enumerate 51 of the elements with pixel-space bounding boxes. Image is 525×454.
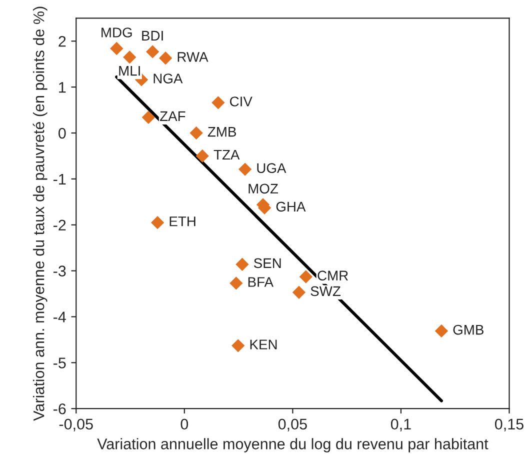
point	[146, 45, 160, 58]
point	[190, 126, 203, 140]
y-tick-label: -5	[54, 358, 66, 368]
data-label: NGA	[154, 74, 183, 84]
y-tick-label: 2	[58, 36, 66, 47]
data-label: MOZ	[248, 184, 278, 194]
data-label: RWA	[178, 52, 208, 62]
y-tick-label: -4	[54, 312, 66, 322]
point	[292, 286, 306, 299]
point	[299, 270, 312, 284]
data-label: ETH	[170, 216, 196, 226]
y-tick-label: -2	[54, 220, 66, 230]
data-label: BDI	[142, 30, 163, 40]
y-tick-label: -3	[54, 266, 66, 276]
point	[142, 110, 156, 124]
point	[434, 324, 448, 338]
point	[196, 149, 209, 163]
y-axis-title: Variation ann. moyenne du taux de pauvreté (en points de %)	[32, 6, 48, 421]
data-label: SWZ	[310, 286, 340, 296]
x-axis-title: Variation annuelle moyenne du log du revenu par habitant	[97, 438, 488, 452]
point	[158, 52, 172, 65]
data-label: CIV	[230, 96, 252, 106]
x-tick-label: 0,15	[494, 418, 524, 432]
data-label: MDG	[102, 28, 132, 38]
point	[236, 258, 249, 271]
data-label: CMR	[318, 270, 348, 280]
data-label: UGA	[257, 163, 286, 174]
y-tick-label: 1	[59, 82, 66, 93]
point	[238, 162, 252, 176]
data-label: SEN	[254, 258, 281, 268]
data-label: KEN	[250, 340, 277, 350]
data-label: GHA	[276, 202, 306, 212]
x-tick-label: 0,1	[390, 418, 411, 432]
data-label: ZMB	[208, 127, 236, 137]
point	[150, 216, 164, 230]
data-label: BFA	[248, 277, 274, 287]
point	[110, 42, 124, 56]
point	[232, 339, 245, 352]
point	[212, 96, 225, 110]
x-tick-label: 0,05	[278, 418, 307, 432]
point	[123, 50, 136, 64]
data-label: ZAF	[160, 111, 186, 121]
y-tick-label: -6	[54, 403, 66, 414]
point	[230, 276, 243, 290]
data-label: MLI	[119, 66, 140, 76]
x-tick-label: -0,05	[59, 418, 93, 432]
y-tick-label: -1	[54, 174, 66, 184]
y-tick-label: 0	[58, 128, 66, 139]
x-tick-label: 0	[180, 418, 188, 430]
data-label: TZA	[214, 150, 240, 160]
data-label: GMB	[453, 324, 484, 335]
